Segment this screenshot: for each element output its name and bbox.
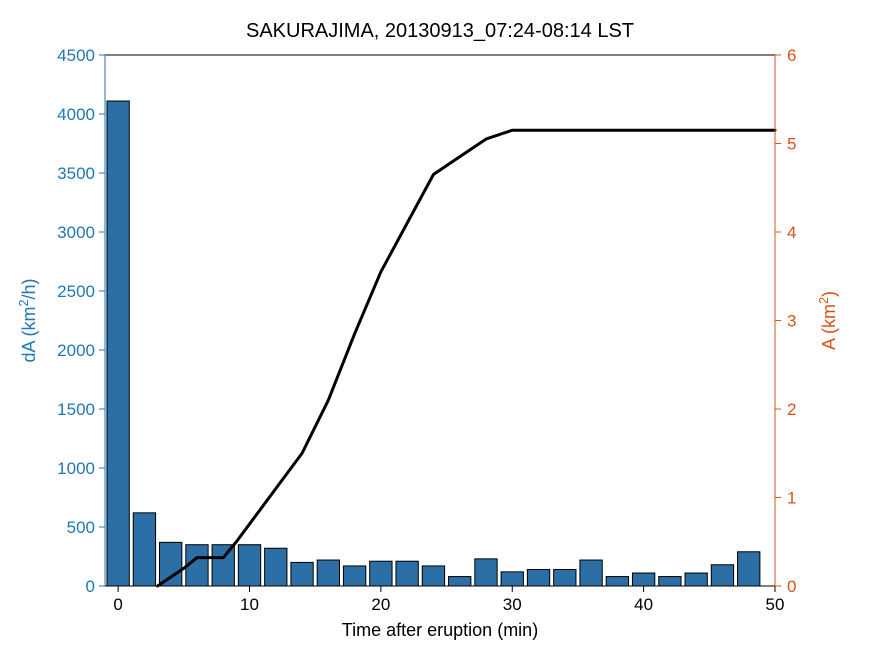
y-right-tick-label: 5 [787, 135, 796, 154]
y-left-axis-label: dA (km2/h) [17, 278, 39, 362]
y-right-tick-label: 3 [787, 312, 796, 331]
x-tick-label: 0 [113, 595, 122, 614]
y-right-tick-label: 0 [787, 577, 796, 596]
y-left-tick-label: 500 [67, 518, 95, 537]
x-tick-label: 10 [240, 595, 259, 614]
y-left-tick-label: 1000 [57, 459, 95, 478]
x-tick-label: 20 [371, 595, 390, 614]
y-right-tick-label: 1 [787, 489, 796, 508]
svg-text:dA (km2/h): dA (km2/h) [17, 278, 39, 362]
x-axis-label: Time after eruption (min) [342, 620, 538, 640]
chart-svg: 0102030405005001000150020002500300035004… [0, 0, 875, 656]
y-left-tick-label: 2000 [57, 341, 95, 360]
y-left-tick-label: 4500 [57, 46, 95, 65]
x-tick-label: 30 [503, 595, 522, 614]
y-left-tick-label: 0 [86, 577, 95, 596]
y-right-tick-label: 4 [787, 223, 796, 242]
chart-container: 0102030405005001000150020002500300035004… [0, 0, 875, 656]
y-left-tick-label: 1500 [57, 400, 95, 419]
y-left-tick-label: 3500 [57, 164, 95, 183]
x-tick-label: 40 [634, 595, 653, 614]
y-left-tick-label: 2500 [57, 282, 95, 301]
y-left-tick-label: 3000 [57, 223, 95, 242]
chart-title: SAKURAJIMA, 20130913_07:24-08:14 LST [246, 20, 634, 42]
y-right-tick-label: 2 [787, 400, 796, 419]
x-tick-label: 50 [766, 595, 785, 614]
y-left-tick-label: 4000 [57, 105, 95, 124]
y-right-tick-label: 6 [787, 46, 796, 65]
